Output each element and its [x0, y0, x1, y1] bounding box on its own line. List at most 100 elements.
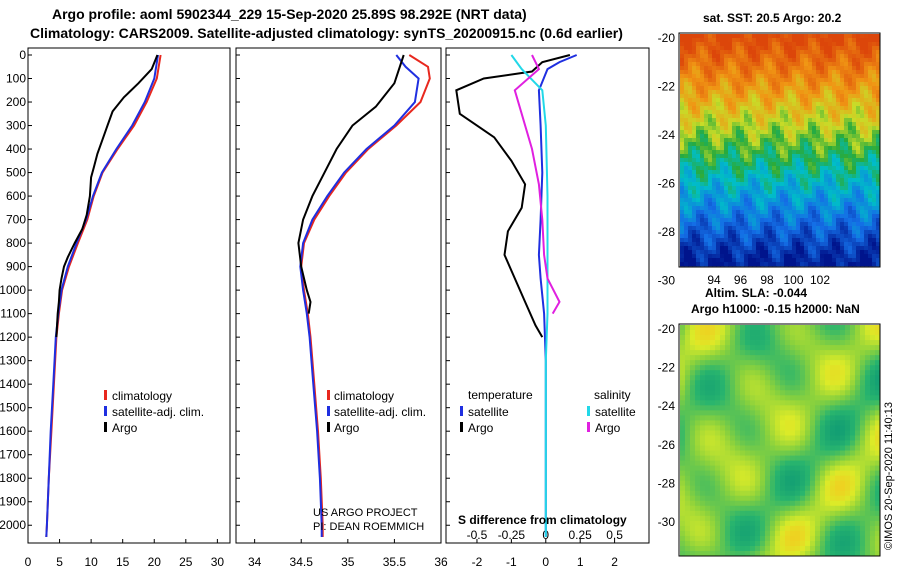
temperature-panel-frame	[27, 47, 231, 544]
x-tick-label: 0	[25, 555, 32, 569]
pressure-tick-label: 100	[6, 72, 26, 86]
lat-tick-label: -20	[658, 31, 676, 45]
x-tick-label: 2	[611, 555, 618, 569]
x-tick-label: 15	[116, 555, 130, 569]
x-tick-label: 25	[179, 555, 193, 569]
imos-credit: ©IMOS 20-Sep-2020 11:40:13	[883, 402, 895, 550]
pressure-tick-label: 600	[6, 189, 26, 203]
lat-tick-label: -20	[658, 322, 676, 336]
sla-latitude-axis: -20 -22 -24 -26 -28 -30	[658, 322, 676, 529]
difference-legend: temperature satellite Argo salinity sate…	[458, 388, 636, 527]
x-tick-label: 34	[248, 555, 262, 569]
pressure-tick-label: 0	[19, 48, 26, 62]
series-line-satellite-adj-clim-	[45, 54, 159, 538]
top-tick-label: -0.5	[467, 528, 488, 542]
figure-title-line1: Argo profile: aoml 5902344_229 15-Sep-20…	[52, 6, 527, 22]
pressure-tick-label: 300	[6, 119, 26, 133]
salinity-panel-frame	[235, 47, 442, 544]
legend-swatch-argo	[104, 422, 107, 432]
sla-map-title-line2: Argo h1000: -0.15 h2000: NaN	[691, 302, 860, 316]
legend-label-satellite: satellite-adj. clim.	[334, 405, 426, 419]
legend-heading-salinity: salinity	[594, 388, 631, 402]
difference-axis-title: S difference from climatology	[458, 513, 627, 527]
series-line-argo	[297, 54, 405, 314]
legend-swatch-temp-argo	[460, 422, 463, 432]
legend-swatch-sal-argo	[587, 422, 590, 432]
series-line-climatology	[300, 54, 431, 537]
difference-panel-frame	[445, 47, 650, 544]
pressure-tick-label: 1500	[0, 401, 26, 415]
pressure-tick-label: 1600	[0, 424, 26, 438]
lat-tick-label: -30	[658, 274, 676, 288]
sst-latitude-axis: -20 -22 -24 -26 -28 -30	[658, 31, 676, 288]
lat-tick-label: -24	[658, 399, 676, 413]
legend-label-temp-argo: Argo	[468, 421, 494, 435]
legend-label-sal-argo: Argo	[595, 421, 621, 435]
lat-tick-label: -22	[658, 80, 676, 94]
x-tick-label: 20	[148, 555, 162, 569]
temperature-x-axis: 0 5 10 15 20 25 30	[25, 539, 225, 569]
x-tick-label: 36	[434, 555, 448, 569]
legend-label-sal-satellite: satellite	[595, 405, 636, 419]
legend-label-argo: Argo	[112, 421, 138, 435]
sla-map-frame	[678, 323, 881, 557]
difference-series	[455, 54, 578, 537]
legend-heading-temperature: temperature	[468, 388, 533, 402]
series-line-satellite-adj-clim-	[299, 54, 420, 537]
sst-longitude-axis: 94 96 98 100 102	[707, 273, 830, 287]
legend-swatch-argo	[327, 422, 330, 432]
top-tick-label: -0.25	[498, 528, 526, 542]
pressure-tick-label: 2000	[0, 518, 26, 532]
top-tick-label: 0.5	[606, 528, 623, 542]
pressure-tick-label: 700	[6, 213, 26, 227]
x-tick-label: 35.5	[383, 555, 407, 569]
lon-tick-label: 102	[810, 273, 830, 287]
credit-project: US ARGO PROJECT	[313, 507, 418, 519]
legend-swatch-climatology	[327, 390, 330, 400]
salinity-series	[297, 54, 431, 537]
credit-pi: PI: DEAN ROEMMICH	[313, 521, 424, 533]
series-line-temperature-satellite	[537, 54, 578, 537]
temperature-legend: climatology satellite-adj. clim. Argo	[104, 389, 204, 435]
lat-tick-label: -28	[658, 476, 676, 490]
legend-swatch-temp-satellite	[460, 406, 463, 416]
lat-tick-label: -24	[658, 128, 676, 142]
x-tick-label: -2	[472, 555, 483, 569]
top-tick-label: 0.25	[569, 528, 593, 542]
sst-map-title: sat. SST: 20.5 Argo: 20.2	[703, 11, 842, 25]
difference-x-axis: -2 -1 0 1 2	[472, 539, 618, 569]
lon-tick-label: 96	[734, 273, 748, 287]
pressure-tick-label: 1100	[0, 307, 26, 321]
pressure-tick-label: 1300	[0, 354, 26, 368]
lon-tick-label: 100	[783, 273, 803, 287]
legend-label-climatology: climatology	[112, 389, 172, 403]
legend-swatch-satellite	[327, 406, 330, 416]
legend-label-climatology: climatology	[334, 389, 394, 403]
pressure-tick-label: 900	[6, 260, 26, 274]
x-tick-label: 35	[341, 555, 355, 569]
figure-title-line2: Climatology: CARS2009. Satellite-adjuste…	[30, 25, 623, 41]
x-tick-label: 30	[211, 555, 225, 569]
lat-tick-label: -22	[658, 361, 676, 375]
series-line-salinity-argo	[513, 54, 561, 315]
x-tick-label: -1	[506, 555, 517, 569]
pressure-tick-label: 1700	[0, 448, 26, 462]
series-line-climatology	[45, 54, 162, 538]
pressure-tick-label: 1800	[0, 471, 26, 485]
lat-tick-label: -28	[658, 225, 676, 239]
pressure-tick-label: 800	[6, 236, 26, 250]
x-tick-label: 10	[84, 555, 98, 569]
x-tick-label: 0	[542, 555, 549, 569]
legend-label-satellite: satellite-adj. clim.	[112, 405, 204, 419]
pressure-tick-label: 1200	[0, 330, 26, 344]
legend-label-argo: Argo	[334, 421, 360, 435]
pressure-tick-label: 400	[6, 142, 26, 156]
legend-swatch-sal-satellite	[587, 406, 590, 416]
lon-tick-label: 98	[760, 273, 774, 287]
salinity-legend: climatology satellite-adj. clim. Argo US…	[313, 389, 426, 533]
pressure-tick-label: 1400	[0, 377, 26, 391]
pressure-axis: 0 100 200 300 400 500 600 700 800 900 1000 1100 1200…	[0, 48, 450, 532]
pressure-tick-label: 1900	[0, 495, 26, 509]
sst-map-frame	[678, 32, 881, 268]
